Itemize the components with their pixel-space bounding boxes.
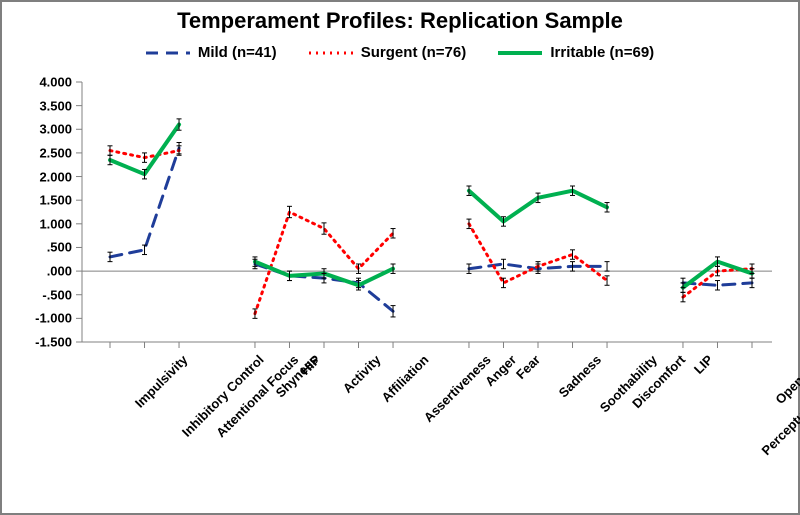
y-tick-label: .500: [2, 240, 72, 255]
legend-swatch-surgent: [309, 45, 353, 61]
y-tick-label: 3.000: [2, 122, 72, 137]
legend-label-irritable: Irritable (n=69): [550, 44, 654, 61]
series-surgent: [469, 224, 607, 283]
y-tick-label: 2.000: [2, 169, 72, 184]
y-tick-label: 2.500: [2, 145, 72, 160]
y-tick-label: 1.500: [2, 193, 72, 208]
y-tick-label: -1.000: [2, 311, 72, 326]
y-tick-label: .000: [2, 264, 72, 279]
y-tick-label: 3.500: [2, 98, 72, 113]
x-tick-label: Activity: [340, 352, 384, 396]
legend-swatch-mild: [146, 45, 190, 61]
legend-swatch-irritable: [498, 45, 542, 61]
x-tick-label: Assertiveness: [421, 352, 494, 425]
plot-area: [82, 82, 772, 342]
y-tick-label: 1.000: [2, 216, 72, 231]
x-tick-label: Perceptual Sensitivity: [759, 352, 800, 458]
legend-item-surgent: Surgent (n=76): [309, 44, 466, 61]
x-tick-label: Impulsivity: [132, 352, 191, 411]
y-tick-label: -1.500: [2, 335, 72, 350]
legend-label-mild: Mild (n=41): [198, 44, 277, 61]
chart-title: Temperament Profiles: Replication Sample: [2, 8, 798, 34]
chart-frame: Temperament Profiles: Replication Sample…: [0, 0, 800, 515]
x-tick-label: LIP: [691, 352, 716, 377]
y-tick-label: -.500: [2, 287, 72, 302]
legend-item-mild: Mild (n=41): [146, 44, 277, 61]
x-tick-label: Affiliation: [378, 352, 431, 405]
x-tick-label: Fear: [514, 352, 544, 382]
y-tick-label: 4.000: [2, 75, 72, 90]
series-irritable: [110, 125, 179, 175]
x-tick-label: Sadness: [556, 352, 604, 400]
legend-item-irritable: Irritable (n=69): [498, 44, 654, 61]
legend-label-surgent: Surgent (n=76): [361, 44, 466, 61]
legend: Mild (n=41) Surgent (n=76) Irritable (n=…: [2, 44, 798, 65]
x-tick-label: Openness: [772, 352, 800, 407]
